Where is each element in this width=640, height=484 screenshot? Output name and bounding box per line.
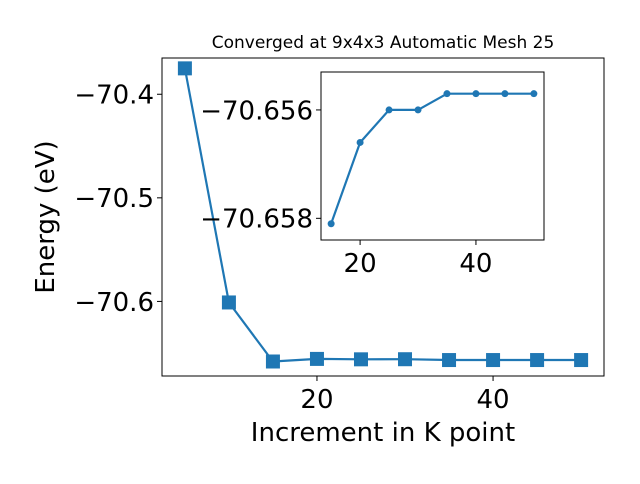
main-plot-frame: [161, 57, 605, 377]
main-y-ticks: −70.4 −70.5 −70.6: [74, 81, 162, 318]
inset-y-ticks: −70.658 −70.656: [200, 96, 321, 235]
inset-data-point: [443, 90, 451, 98]
chart-title: Converged at 9x4x3 Automatic Mesh 25: [212, 33, 555, 53]
y-axis-label: Energy (eV): [31, 140, 61, 293]
inset-background: [321, 72, 544, 240]
inset-data-point: [501, 90, 509, 98]
inset-chart: −70.658−70.656 20 40: [200, 71, 545, 279]
inset-x-tick-label: 40: [459, 249, 492, 279]
main-data-point: [574, 353, 589, 368]
main-data-point: [265, 354, 280, 369]
x-axis-label: Increment in K point: [251, 418, 515, 448]
inset-data-point: [414, 106, 422, 114]
main-x-tick-label: 20: [300, 385, 333, 415]
main-data-point: [353, 352, 368, 367]
main-data-point: [442, 353, 457, 368]
main-series-marks: [177, 61, 589, 369]
main-data-point: [221, 295, 236, 310]
inset-data-point: [356, 138, 364, 146]
main-y-tick-label: −70.4: [74, 81, 154, 111]
inset-data-point: [472, 90, 480, 98]
main-data-point: [398, 352, 413, 367]
inset-y-tick-label: −70.658: [200, 205, 313, 235]
inset-data-point: [385, 106, 393, 114]
inset-series-line: [330, 92, 534, 225]
main-data-point: [486, 353, 501, 368]
main-y-tick-label: −70.6: [74, 288, 154, 318]
main-x-tick-label: 40: [477, 385, 510, 415]
inset-x-ticks: 20 40: [344, 240, 492, 279]
inset-series-marks: [327, 90, 538, 228]
inset-y-tick-label: −70.656: [200, 96, 313, 126]
main-x-ticks: 20 40: [300, 376, 510, 415]
inset-data-point: [530, 90, 538, 98]
inset-x-tick-label: 20: [344, 249, 377, 279]
main-y-tick-label: −70.5: [74, 184, 154, 214]
main-data-point: [530, 353, 545, 368]
inset-plot-frame: [320, 71, 545, 241]
main-data-point: [309, 351, 324, 366]
main-series-line: [183, 68, 582, 363]
main-data-point: [177, 61, 192, 76]
inset-data-point: [327, 220, 335, 228]
